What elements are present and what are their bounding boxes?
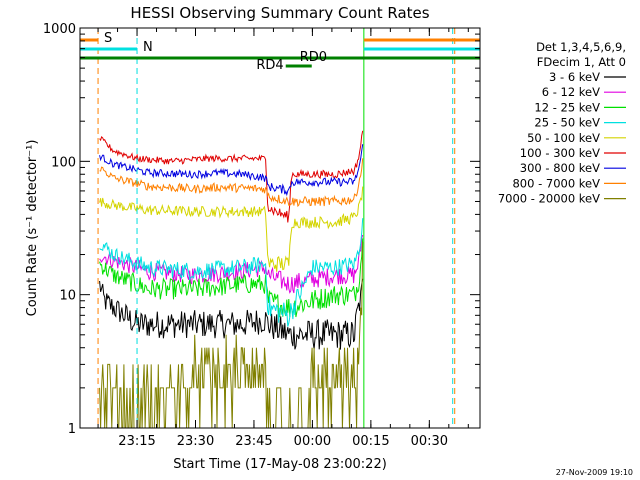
x-tick-label: 23:30 <box>177 434 214 449</box>
footer-timestamp: 27-Nov-2009 19:10 <box>556 468 633 477</box>
x-axis-label: Start Time (17-May-08 23:00:22) <box>173 457 387 472</box>
x-tick-label: 00:30 <box>411 434 448 449</box>
y-tick-label: 100 <box>51 155 76 170</box>
series-line-6 <box>99 130 364 223</box>
series-line-5 <box>99 186 364 272</box>
legend-label-1: 3 - 6 keV <box>549 70 600 84</box>
series-line-7 <box>99 144 364 197</box>
s-marker-label: S <box>104 31 112 46</box>
series-line-3 <box>99 238 364 318</box>
legend-label-8: 800 - 7000 keV <box>512 176 600 190</box>
legend-header-line-1: Det 1,3,4,5,6,9, <box>536 40 626 54</box>
legend-label-2: 6 - 12 keV <box>542 85 600 99</box>
legend-label-5: 50 - 100 keV <box>527 131 600 145</box>
rd4-label: RD4 <box>256 58 283 73</box>
y-tick-label: 1000 <box>43 22 76 37</box>
plot-frame <box>79 27 481 429</box>
legend-label-7: 300 - 800 keV <box>520 161 600 175</box>
n-marker-label: N <box>143 40 153 55</box>
y-tick-label: 1 <box>68 422 76 437</box>
y-tick-label: 10 <box>59 289 76 304</box>
x-tick-label: 00:15 <box>352 434 389 449</box>
legend-label-4: 25 - 50 keV <box>534 116 600 130</box>
series-line-1 <box>99 278 364 350</box>
legend-label-3: 12 - 25 keV <box>534 100 600 114</box>
series-line-4 <box>99 218 364 327</box>
series-line-8 <box>99 158 364 208</box>
chart-title: HESSI Observing Summary Count Rates <box>130 4 429 22</box>
series-line-9 <box>99 241 364 429</box>
legend-header-line-2: FDecim 1, Att 0 <box>537 55 626 69</box>
legend-label-9: 7000 - 20000 keV <box>498 192 600 206</box>
legend-label-6: 100 - 300 keV <box>520 146 600 160</box>
x-tick-label: 00:00 <box>294 434 331 449</box>
x-tick-label: 23:15 <box>118 434 155 449</box>
y-axis-label: Count Rate (s⁻¹ detector⁻¹) <box>25 140 40 317</box>
x-tick-label: 23:45 <box>235 434 272 449</box>
rd0-label: RD0 <box>300 50 327 65</box>
plot-area: S N RD4 RD0 23:15 23:30 23:45 00:00 00:15 00:30 1 1… <box>43 22 481 449</box>
